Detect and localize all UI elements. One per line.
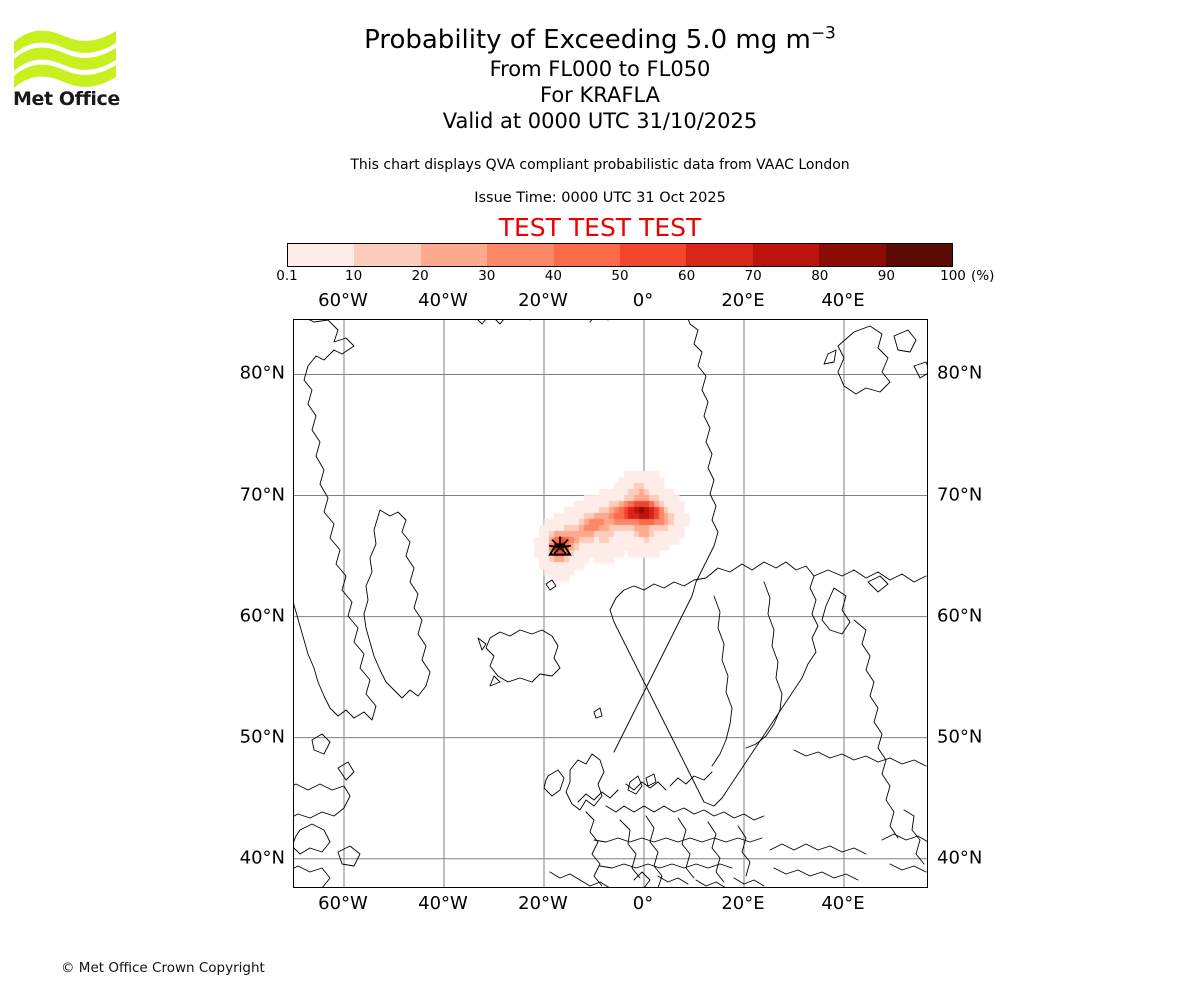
title-exponent: −3 (810, 23, 836, 44)
colorbar-tick-100: 100 (940, 268, 966, 284)
lon-tick-label-20°E: 20°E (721, 893, 765, 914)
lat-tick-label-left-50°N: 50°N (239, 726, 285, 748)
colorbar-band-90-100 (885, 244, 953, 266)
met-office-logo-text: Met Office (13, 88, 120, 110)
lon-tick-label-60°W: 60°W (318, 290, 368, 311)
copyright-footer: © Met Office Crown Copyright (61, 960, 265, 976)
colorbar-band-20-30 (420, 244, 488, 266)
lat-tick-label-right-60°N: 60°N (937, 605, 983, 627)
lon-tick-label-60°W: 60°W (318, 893, 368, 914)
chart-title-block: Probability of Exceeding 5.0 mg m−3 From… (0, 24, 1200, 134)
met-office-wave-mark (14, 30, 116, 88)
volcano-ray-6 (559, 546, 567, 555)
lat-tick-label-left-70°N: 70°N (239, 484, 285, 506)
colorbar-tick-50: 50 (611, 268, 629, 284)
lat-tick-label-right-80°N: 80°N (937, 362, 983, 384)
volcano-ray-5 (553, 546, 561, 555)
volcano-marker-icon (548, 536, 572, 556)
map-plot-area (293, 319, 928, 888)
volcano-marker-layer (548, 536, 572, 556)
colorbar-tick-30: 30 (478, 268, 496, 284)
lon-tick-label-0°: 0° (632, 290, 654, 311)
colorbar-band-50-60 (620, 244, 687, 266)
colorbar-band-60-70 (686, 244, 753, 266)
colorbar-tick-80: 80 (811, 268, 829, 284)
volcano-name-line: For KRAFLA (540, 83, 660, 107)
flight-level-line: From FL000 to FL050 (489, 57, 711, 81)
lon-tick-label-0°: 0° (632, 893, 654, 914)
lon-tick-label-40°W: 40°W (418, 893, 468, 914)
qva-compliance-note: This chart displays QVA compliant probab… (350, 157, 850, 173)
colorbar-tick-labels: 0.1 10 20 30 40 50 60 70 80 90 100 (276, 268, 966, 286)
colorbar-band-30-40 (487, 244, 554, 266)
colorbar-unit-label: (%) (971, 268, 995, 284)
lon-tick-label-20°W: 20°W (518, 290, 568, 311)
title-text: Probability of Exceeding 5.0 mg m (364, 25, 811, 55)
lat-tick-label-right-40°N: 40°N (937, 847, 983, 869)
colorbar-band-10-20 (354, 244, 421, 266)
volcano-ray-1 (551, 538, 561, 549)
lon-tick-label-40°E: 40°E (821, 290, 865, 311)
volcano-cone (548, 543, 572, 556)
colorbar-band-40-50 (553, 244, 621, 266)
page-title: Probability of Exceeding 5.0 mg m−3 (0, 24, 1200, 56)
lat-tick-label-left-40°N: 40°N (239, 847, 285, 869)
colorbar-tick-10: 10 (345, 268, 363, 284)
valid-time-line: Valid at 0000 UTC 31/10/2025 (442, 109, 758, 133)
lat-tick-label-right-70°N: 70°N (937, 484, 983, 506)
lon-tick-label-20°E: 20°E (721, 290, 765, 311)
test-banner: TEST TEST TEST (498, 213, 702, 242)
colorbar-tick-20: 20 (411, 268, 429, 284)
lat-tick-label-left-80°N: 80°N (239, 362, 285, 384)
colorbar-tick-0.1: 0.1 (276, 268, 298, 284)
colorbar-tick-70: 70 (744, 268, 762, 284)
issue-time-line: Issue Time: 0000 UTC 31 Oct 2025 (474, 190, 726, 206)
colorbar-tick-90: 90 (877, 268, 895, 284)
colorbar-tick-60: 60 (678, 268, 696, 284)
lon-tick-label-20°W: 20°W (518, 893, 568, 914)
lon-tick-label-40°W: 40°W (418, 290, 468, 311)
lat-tick-label-left-60°N: 60°N (239, 605, 285, 627)
colorbar-tick-40: 40 (544, 268, 562, 284)
colorbar-bands (287, 243, 953, 267)
ash-probability-plume (294, 320, 927, 887)
met-office-logo (12, 26, 122, 116)
lon-tick-label-40°E: 40°E (821, 893, 865, 914)
volcano-ray-2 (559, 538, 569, 549)
colorbar-band-0.1-10 (288, 244, 355, 266)
colorbar-band-70-80 (752, 244, 820, 266)
probability-colorbar (287, 243, 953, 267)
colorbar-band-80-90 (819, 244, 886, 266)
lat-tick-label-right-50°N: 50°N (937, 726, 983, 748)
